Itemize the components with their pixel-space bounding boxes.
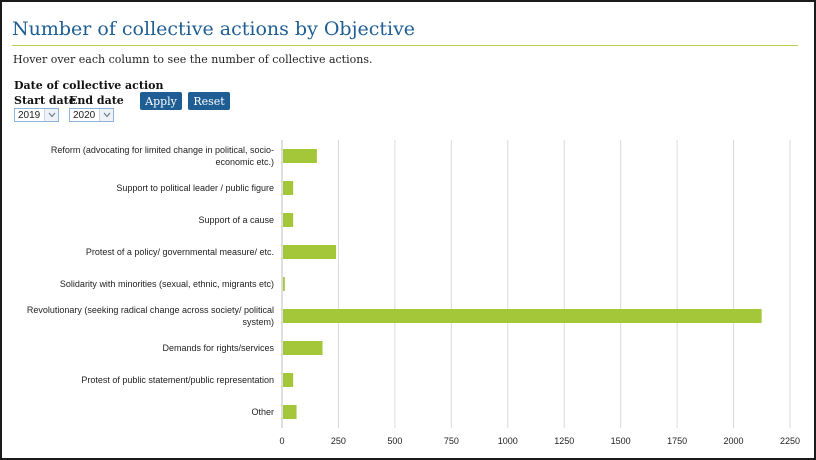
start-date-value: 2019 [18, 109, 41, 121]
chevron-down-icon [99, 109, 113, 121]
y-category-label-line: Solidarity with minorities (sexual, ethn… [59, 279, 274, 289]
bar[interactable] [283, 277, 285, 291]
x-tick-label: 2000 [724, 436, 744, 446]
start-date-select[interactable]: 2019 [14, 108, 59, 122]
start-date-label: Start date [14, 94, 76, 107]
page-title: Number of collective actions by Objectiv… [12, 18, 416, 40]
bar[interactable] [283, 309, 762, 323]
y-category-label: Demands for rights/services [4, 342, 274, 354]
y-category-label-line: Reform (advocating for limited change in… [50, 145, 274, 155]
end-date-label: End date [69, 94, 124, 107]
x-tick-label: 750 [444, 436, 459, 446]
y-category-label-line: Support of a cause [198, 215, 274, 225]
bar[interactable] [283, 405, 297, 419]
y-category-label-line: Revolutionary (seeking radical change ac… [26, 305, 274, 315]
y-category-label: Protest of public statement/public repre… [4, 374, 274, 386]
y-category-label: Other [4, 406, 274, 418]
x-tick-label: 1250 [554, 436, 574, 446]
y-category-label-line: system) [242, 317, 275, 327]
reset-button[interactable]: Reset [188, 92, 230, 110]
y-category-label: Support of a cause [4, 214, 274, 226]
y-category-label-line: Demands for rights/services [162, 343, 274, 353]
bar[interactable] [283, 213, 294, 227]
y-category-label: Solidarity with minorities (sexual, ethn… [4, 278, 274, 290]
y-category-label-line: Protest of public statement/public repre… [81, 375, 274, 385]
y-category-label-line: Protest of a policy/ governmental measur… [85, 247, 274, 257]
title-divider [12, 45, 798, 46]
page-subtitle: Hover over each column to see the number… [13, 53, 373, 66]
chevron-down-icon [44, 109, 58, 121]
y-category-label: Support to political leader / public fig… [4, 182, 274, 194]
bar[interactable] [283, 373, 294, 387]
x-tick-label: 0 [279, 436, 284, 446]
bar[interactable] [283, 181, 294, 195]
x-tick-label: 1750 [667, 436, 687, 446]
bar[interactable] [283, 341, 323, 355]
y-category-label: Protest of a policy/ governmental measur… [4, 246, 274, 258]
apply-button[interactable]: Apply [140, 92, 182, 110]
x-tick-label: 1000 [498, 436, 518, 446]
end-date-select[interactable]: 2020 [69, 108, 114, 122]
y-category-label-line: economic etc.) [215, 157, 274, 167]
x-tick-label: 1500 [611, 436, 631, 446]
y-category-label-line: Other [251, 407, 274, 417]
x-tick-label: 500 [387, 436, 402, 446]
end-date-value: 2020 [73, 109, 96, 121]
y-category-label: Reform (advocating for limited change in… [4, 144, 274, 168]
y-category-label: Revolutionary (seeking radical change ac… [4, 304, 274, 328]
bar[interactable] [283, 245, 337, 259]
x-tick-label: 2250 [780, 436, 800, 446]
date-filter-title: Date of collective action [14, 79, 164, 92]
y-category-label-line: Support to political leader / public fig… [116, 183, 274, 193]
x-tick-label: 250 [331, 436, 346, 446]
bar[interactable] [283, 149, 317, 163]
